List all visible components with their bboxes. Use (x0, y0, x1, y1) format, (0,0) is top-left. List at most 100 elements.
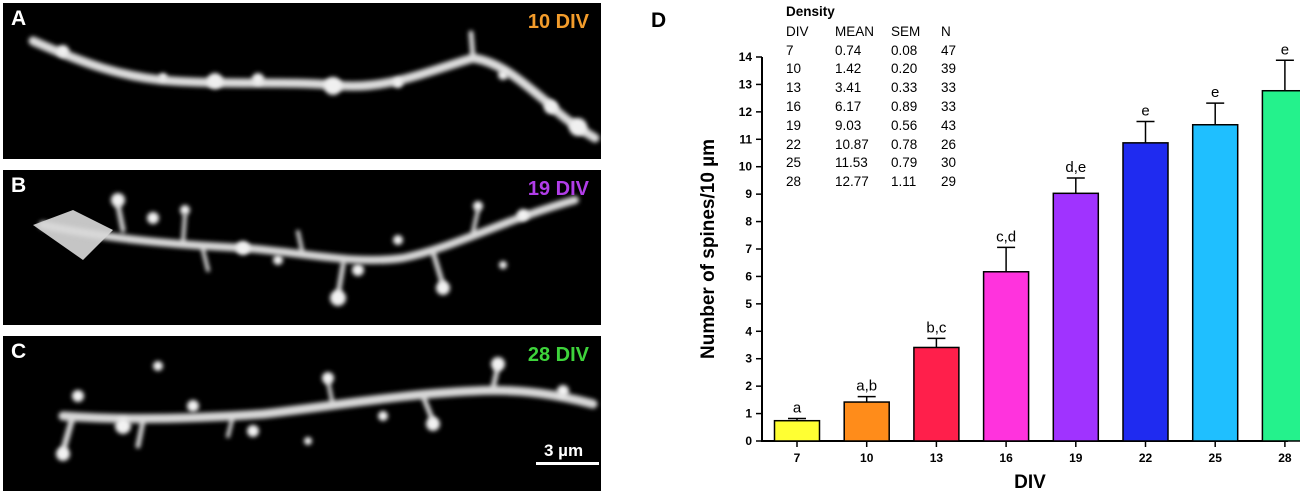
y-axis-label: Number of spines/10 µm (698, 139, 719, 359)
x-tick-label: 25 (1209, 451, 1223, 465)
y-tick-label: 14 (739, 50, 753, 64)
density-table-row: 16 6.17 0.89 33 (786, 97, 971, 116)
y-tick-label: 1 (745, 407, 752, 421)
density-table-cell: 29 (941, 174, 957, 190)
header-mean: MEAN (835, 23, 875, 39)
x-tick-label: 22 (1139, 451, 1153, 465)
y-tick-label: 7 (745, 242, 752, 256)
div-label-c: 28 DIV (527, 344, 589, 366)
density-table-row: 22 10.87 0.78 26 (786, 135, 971, 154)
density-table-row: 10 1.42 0.20 39 (786, 60, 971, 79)
density-table-cell: 13 (786, 80, 802, 96)
div-label-a: 10 DIV (527, 11, 589, 33)
density-table-cell: 0.89 (891, 99, 918, 115)
density-table-row: 13 3.41 0.33 33 (786, 78, 971, 97)
density-table-cell: 1.42 (835, 61, 862, 77)
dendrite-image-a (28, 30, 600, 143)
micrograph-panel-b: B 19 DIV (3, 170, 601, 325)
y-tick-label: 0 (745, 434, 752, 448)
density-table-cell: 19 (786, 117, 802, 133)
significance-label: a (793, 400, 802, 417)
density-table-cell: 26 (941, 136, 957, 152)
x-tick-label: 16 (999, 451, 1013, 465)
y-tick-label: 2 (745, 379, 752, 393)
scale-bar (536, 462, 599, 465)
density-table-header: DIV MEAN SEM N (786, 22, 971, 41)
density-table-row: 28 12.77 1.11 29 (786, 172, 971, 191)
density-table-cell: 22 (786, 136, 802, 152)
panel-letter-c: C (11, 340, 27, 363)
density-table-cell: 33 (941, 80, 957, 96)
bar-div-7 (773, 419, 821, 442)
density-table-cell: 16 (786, 99, 802, 115)
x-tick-label: 10 (860, 451, 874, 465)
density-table-cell: 0.79 (891, 155, 918, 171)
div-label-b: 19 DIV (527, 178, 589, 200)
significance-label: b,c (926, 319, 947, 336)
y-tick-label: 8 (745, 215, 752, 229)
significance-label: c,d (996, 228, 1016, 245)
micrograph-panel-c: C 28 DIV 3 µm (3, 336, 601, 491)
density-table-row: 19 9.03 0.56 43 (786, 116, 971, 135)
density-table-cell: 3.41 (835, 80, 862, 96)
bar-div-25 (1191, 123, 1239, 442)
significance-label: d,e (1065, 159, 1086, 176)
bar-div-28 (1261, 89, 1300, 442)
panel-letter-d: D (651, 9, 667, 32)
density-table-cell: 25 (786, 155, 802, 171)
density-table-cell: 0.08 (891, 42, 918, 58)
significance-label: e (1281, 41, 1289, 58)
x-axis-label: DIV (1014, 472, 1046, 493)
x-tick-label: 19 (1069, 451, 1083, 465)
density-table-cell: 11.53 (835, 155, 868, 171)
micrograph-panel-a: A 10 DIV (3, 3, 601, 159)
density-table-cell: 0.78 (891, 136, 918, 152)
density-table-cell: 47 (941, 42, 957, 58)
density-table-body: 7 0.74 0.08 47 10 1.42 0.20 39 13 3.41 0.33 33 16 6.1… (786, 41, 971, 191)
dendrite-image-b (33, 193, 579, 306)
y-tick-label: 13 (739, 77, 753, 91)
density-table-title: Density (786, 4, 835, 19)
density-table-cell: 7 (786, 42, 794, 58)
y-tick-label: 10 (739, 160, 753, 174)
density-table-cell: 0.20 (891, 61, 918, 77)
header-div: DIV (786, 23, 809, 39)
density-table: Density DIV MEAN SEM N 7 0.74 0.08 47 10 1.42… (786, 4, 971, 191)
x-tick-label: 28 (1278, 451, 1292, 465)
x-tick-label: 13 (930, 451, 944, 465)
y-tick-label: 12 (739, 105, 753, 119)
y-tick-label: 5 (745, 297, 752, 311)
density-table-cell: 33 (941, 99, 957, 115)
density-table-cell: 43 (941, 117, 957, 133)
density-table-row: 7 0.74 0.08 47 (786, 41, 971, 60)
density-table-cell: 6.17 (835, 99, 862, 115)
density-table-cell: 9.03 (835, 117, 862, 133)
significance-label: a,b (856, 378, 877, 395)
bar-div-13 (913, 346, 960, 442)
header-sem: SEM (891, 23, 921, 39)
density-table-cell: 10.87 (835, 136, 869, 152)
significance-label: e (1211, 84, 1219, 101)
density-table-cell: 0.56 (891, 117, 918, 133)
bar-div-19 (1052, 192, 1100, 442)
y-tick-label: 9 (745, 187, 752, 201)
y-tick-label: 11 (739, 132, 752, 146)
y-tick-label: 3 (745, 352, 752, 366)
significance-label: e (1141, 102, 1149, 119)
scale-bar-label: 3 µm (544, 441, 584, 460)
bar-div-10 (843, 401, 890, 442)
density-table-cell: 30 (941, 155, 957, 171)
density-table-cell: 10 (786, 61, 802, 77)
density-table-cell: 39 (941, 61, 957, 77)
density-table-cell: 1.11 (891, 174, 917, 190)
density-table-cell: 0.33 (891, 80, 918, 96)
bar-div-22 (1122, 142, 1169, 442)
density-table-cell: 12.77 (835, 174, 869, 190)
y-tick-label: 4 (745, 324, 752, 338)
dendrite-image-c (56, 357, 598, 461)
y-tick-label: 6 (745, 269, 752, 283)
header-n: N (941, 23, 951, 39)
panel-letter-a: A (11, 7, 27, 30)
panel-letter-b: B (11, 174, 27, 197)
